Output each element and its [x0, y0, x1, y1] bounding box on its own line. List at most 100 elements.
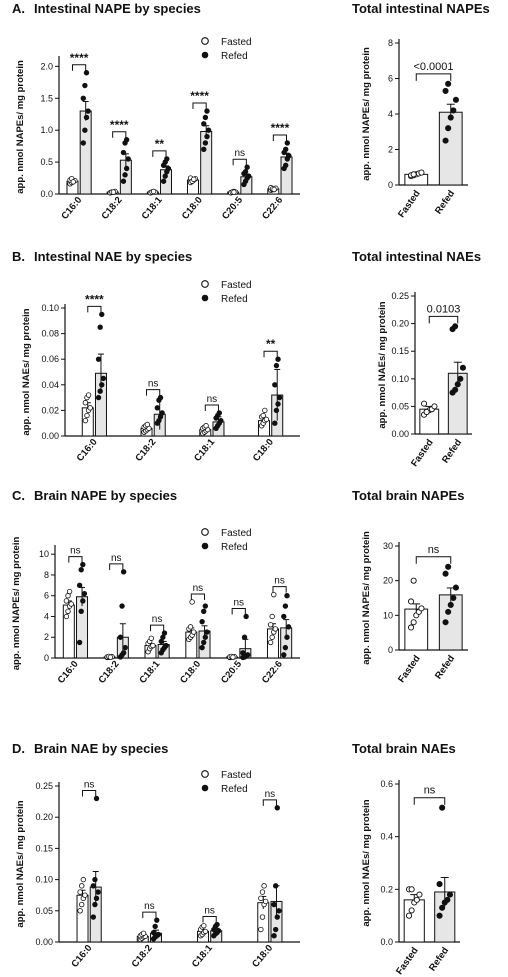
data-point [201, 639, 207, 646]
y-tick-label: 0.20 [391, 319, 409, 329]
x-tick-label: C18:1 [192, 436, 218, 463]
significance-bracket [109, 563, 124, 570]
significance-bracket [142, 911, 157, 919]
data-point [117, 634, 124, 640]
data-point [259, 914, 266, 920]
y-tick-label: 1.5 [40, 93, 53, 103]
data-point [442, 87, 449, 94]
data-point [273, 407, 280, 414]
data-point [283, 162, 289, 168]
p-value-label: ns [428, 544, 440, 556]
data-point [85, 108, 91, 114]
data-point [148, 635, 154, 641]
chart-title: Brain NAPE by species [34, 488, 177, 503]
data-point [450, 594, 457, 602]
data-point [276, 908, 282, 914]
significance-label: ns [234, 148, 245, 159]
y-tick-label: 0.0 [380, 937, 393, 947]
chart-d-left: D. Brain NAE by species 0.00 0.05 0.10 0.15 0.… [12, 741, 300, 970]
data-point [95, 356, 102, 362]
data-point [230, 654, 236, 660]
data-point [272, 926, 279, 933]
significance-label: ns [265, 789, 276, 800]
data-point [120, 569, 127, 575]
data-point [97, 388, 103, 394]
data-point [202, 140, 209, 146]
significance-label: ** [266, 337, 276, 351]
data-point [410, 619, 417, 626]
significance-bracket [415, 73, 452, 81]
x-tick-label: Fasted [396, 188, 423, 220]
data-point [80, 561, 86, 568]
data-point [271, 186, 277, 193]
data-point [80, 140, 86, 146]
data-point [154, 917, 160, 923]
x-tick-label: C22:6 [260, 659, 285, 686]
data-point [407, 624, 415, 631]
data-point [445, 608, 452, 615]
data-point [436, 912, 443, 919]
data-point [78, 608, 84, 614]
y-tick-label: 6 [388, 74, 393, 84]
significance-bracket [272, 134, 288, 141]
data-point [263, 416, 270, 423]
data-point [286, 153, 292, 159]
y-axis-label: app. nmol NAPEs/ mg protein [361, 47, 372, 181]
y-tick-label: 0 [388, 645, 393, 655]
data-point [281, 613, 287, 620]
data-point [140, 930, 147, 936]
x-tick-label: C18:2 [133, 437, 158, 464]
y-tick-label: 1.0 [40, 125, 53, 135]
data-point [92, 901, 98, 908]
data-point [261, 883, 267, 889]
data-point [70, 179, 76, 185]
data-point [413, 896, 420, 903]
data-point [82, 417, 89, 424]
data-point [276, 394, 283, 401]
y-tick-label: 0.10 [41, 303, 59, 313]
data-point [273, 362, 280, 369]
y-tick-label: 30 [383, 541, 393, 551]
significance-bracket [87, 305, 102, 313]
data-point [187, 624, 194, 630]
significance-bracket [204, 404, 219, 411]
x-tick-label: C16:0 [75, 437, 100, 464]
significance-label: ns [111, 553, 122, 564]
data-point [258, 895, 264, 902]
data-point [100, 375, 107, 382]
data-point [274, 805, 280, 811]
significance-bracket [146, 389, 161, 396]
significance-label: ns [148, 379, 159, 390]
y-axis-label: app. nmol NAPEs/ mg protein [361, 531, 372, 665]
x-tick-label: C18:0 [178, 659, 203, 686]
data-point [83, 114, 90, 121]
chart-title: Total intestinal NAPEs [352, 1, 490, 16]
data-point [205, 127, 212, 133]
y-tick-label: 0.06 [41, 354, 59, 364]
data-point [97, 324, 103, 330]
data-point [159, 410, 165, 416]
data-point [244, 164, 250, 170]
chart-a-right: Total intestinal NAPEs 0 2 4 6 8 app. nmol NAP… [352, 1, 490, 220]
data-point [258, 926, 264, 933]
bar [438, 111, 463, 186]
chart-title: Total brain NAPEs [352, 488, 464, 503]
data-point [275, 356, 281, 362]
data-point [80, 95, 86, 101]
p-value-label: 0.0103 [427, 303, 461, 315]
significance-bracket [68, 556, 83, 563]
data-point [202, 634, 209, 640]
legend-marker-fasted [201, 37, 209, 45]
legend-marker-fasted [201, 280, 209, 288]
significance-bracket [263, 350, 278, 358]
data-point [442, 619, 449, 626]
data-point [410, 171, 417, 178]
chart-d-right: Total brain NAEs 0.0 0.2 0.4 0.6 app. nmol NA… [352, 741, 460, 977]
data-point [215, 928, 222, 934]
panel-label: A. [12, 1, 25, 16]
x-tick-label: Fasted [394, 945, 421, 977]
y-tick-label: 10 [39, 549, 49, 559]
legend-marker-refed [201, 542, 209, 550]
y-tick-label: 0.25 [35, 781, 53, 791]
chart-c-right: Total brain NAPEs 0 10 20 30 app. nmol NAPEs/… [352, 488, 468, 685]
